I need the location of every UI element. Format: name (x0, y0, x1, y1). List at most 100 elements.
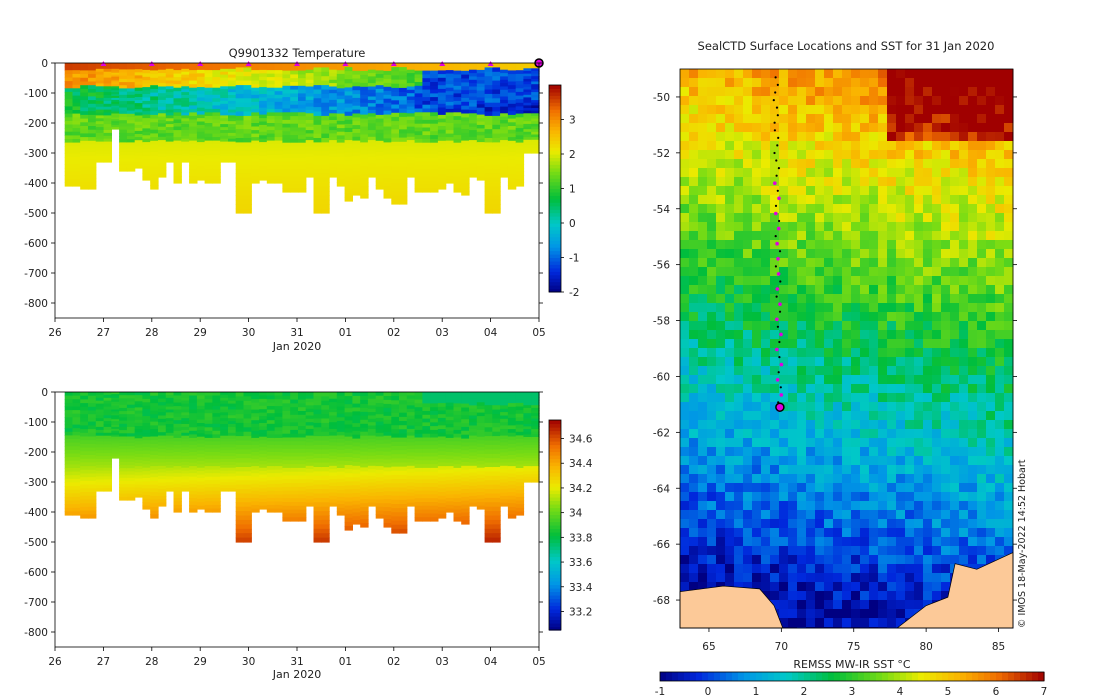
section-cell (445, 508, 455, 513)
section-cell (531, 413, 540, 417)
section-cell (391, 92, 400, 97)
sst-cell (770, 204, 780, 214)
section-cell (422, 146, 431, 151)
section-cell (430, 150, 439, 155)
section-cell (173, 119, 182, 124)
section-cell (235, 440, 245, 446)
section-cell (282, 70, 291, 75)
sst-cell (707, 69, 717, 79)
section-cell (445, 413, 455, 418)
section-cell (228, 479, 237, 483)
section-cell (126, 142, 136, 147)
section-cell (126, 94, 136, 99)
section-cell (251, 151, 260, 156)
section-cell (189, 483, 198, 488)
sst-cell (860, 123, 870, 133)
section-cell (399, 183, 408, 188)
x-tick-label: 26 (48, 327, 62, 339)
section-cell (165, 138, 175, 143)
section-cell (80, 451, 89, 456)
section-cell (103, 461, 112, 466)
section-cell (344, 456, 353, 462)
section-cell (321, 462, 330, 468)
section-cell (375, 503, 385, 508)
section-cell (391, 179, 400, 184)
sst-cell (887, 114, 897, 124)
section-cell (336, 106, 346, 111)
section-cell (95, 103, 105, 108)
section-cell (72, 167, 81, 173)
section-cell (461, 148, 470, 153)
sst-cell (968, 78, 978, 88)
section-cell (243, 537, 252, 543)
section-cell (212, 87, 221, 92)
section-cell (235, 511, 245, 517)
section-cell (414, 66, 423, 72)
section-cell (437, 70, 447, 75)
colorbar-segment (549, 441, 561, 446)
section-cell (189, 501, 198, 506)
section-cell (126, 123, 136, 128)
section-cell (391, 408, 400, 414)
section-cell (212, 161, 221, 166)
section-cell (336, 424, 346, 429)
section-cell (189, 476, 198, 481)
sst-cell (905, 123, 915, 133)
section-cell (134, 469, 144, 473)
section-cell (375, 159, 385, 164)
colorbar-segment (549, 202, 561, 207)
section-cell (243, 400, 252, 406)
section-cell (220, 100, 229, 105)
sst-cell (707, 123, 717, 133)
section-cell (437, 129, 447, 134)
section-cell (64, 410, 74, 415)
section-cell (383, 134, 392, 140)
section-cell (422, 131, 431, 136)
colorbar-tick-label: 0 (569, 218, 576, 230)
section-cell (336, 478, 346, 483)
section-cell (95, 150, 105, 154)
section-cell (399, 83, 408, 89)
section-cell (313, 471, 322, 477)
section-cell (274, 437, 283, 442)
section-cell (515, 475, 525, 480)
section-cell (305, 73, 315, 78)
section-cell (476, 392, 486, 396)
section-cell (515, 511, 525, 516)
sst-cell (869, 150, 879, 160)
sst-cell (680, 168, 690, 178)
section-cell (531, 131, 540, 135)
section-cell (266, 158, 276, 163)
colorbar-segment (549, 154, 561, 158)
section-cell (290, 445, 299, 450)
section-cell (228, 150, 237, 154)
section-cell (492, 164, 501, 170)
section-cell (476, 135, 486, 140)
section-cell (126, 433, 136, 438)
section-cell (243, 533, 252, 539)
section-cell (399, 75, 408, 81)
section-cell (126, 401, 136, 406)
section-cell (165, 97, 175, 102)
section-cell (204, 73, 213, 78)
section-cell (383, 150, 392, 155)
section-cell (88, 133, 97, 138)
section-cell (142, 128, 151, 133)
section-cell (235, 414, 245, 420)
section-cell (484, 537, 493, 543)
section-cell (158, 133, 167, 138)
section-cell (321, 133, 330, 139)
section-cell (111, 409, 120, 412)
section-cell (461, 454, 470, 459)
sst-cell (986, 168, 996, 178)
sst-cell (977, 150, 987, 160)
section-cell (305, 143, 315, 148)
section-cell (492, 493, 501, 499)
section-cell (282, 116, 291, 121)
section-cell (321, 528, 330, 534)
section-cell (274, 452, 283, 457)
section-cell (189, 144, 198, 149)
section-cell (165, 89, 175, 93)
section-cell (80, 417, 89, 423)
section-cell (165, 130, 175, 134)
